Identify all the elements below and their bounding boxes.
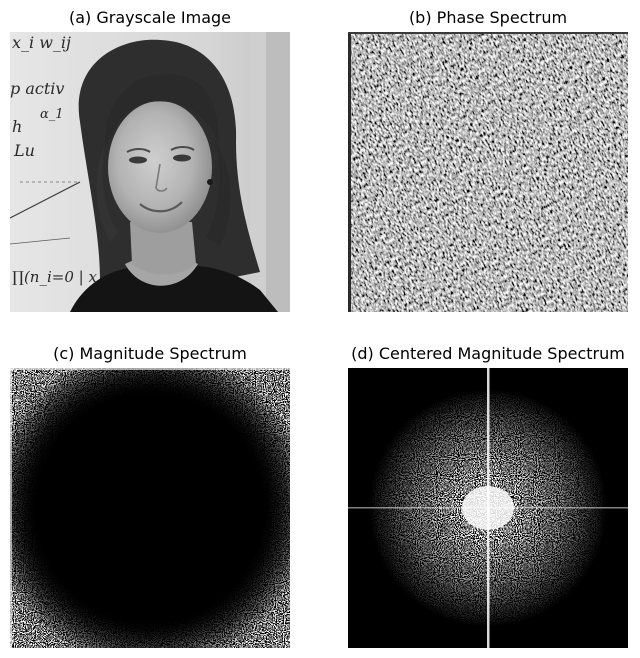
centered-magnitude-spectrum-panel [348,368,628,648]
svg-text:x_i w_ij: x_i w_ij [12,33,71,52]
svg-text:α_1: α_1 [40,107,64,122]
magnitude-spectrum-panel [10,368,290,648]
panel-title-centered-magnitude: (d) Centered Magnitude Spectrum [351,344,625,363]
phase-spectrum-image [348,32,628,312]
magnitude-spectrum-image [10,368,290,648]
svg-text:Lu: Lu [13,141,35,160]
shoulders [70,265,278,312]
centered-magnitude-spectrum-image [348,368,628,648]
grayscale-image-panel: x_i w_ij p activ α_1 h Lu ∏(n_i=0 | x_i) [10,32,290,312]
phase-spectrum-panel [348,32,628,312]
svg-text:p activ: p activ [10,79,64,98]
whiteboard-writing: x_i w_ij p activ α_1 h Lu ∏(n_i=0 | x_i) [10,33,115,286]
svg-text:h: h [12,117,22,136]
panel-title-grayscale: (a) Grayscale Image [68,8,232,27]
panel-title-magnitude: (c) Magnitude Spectrum [53,344,247,363]
grayscale-portrait-image: x_i w_ij p activ α_1 h Lu ∏(n_i=0 | x_i) [10,32,290,312]
svg-text:∏(n_i=0 | x_i): ∏(n_i=0 | x_i) [12,268,115,286]
panel-title-phase: (b) Phase Spectrum [408,8,568,27]
